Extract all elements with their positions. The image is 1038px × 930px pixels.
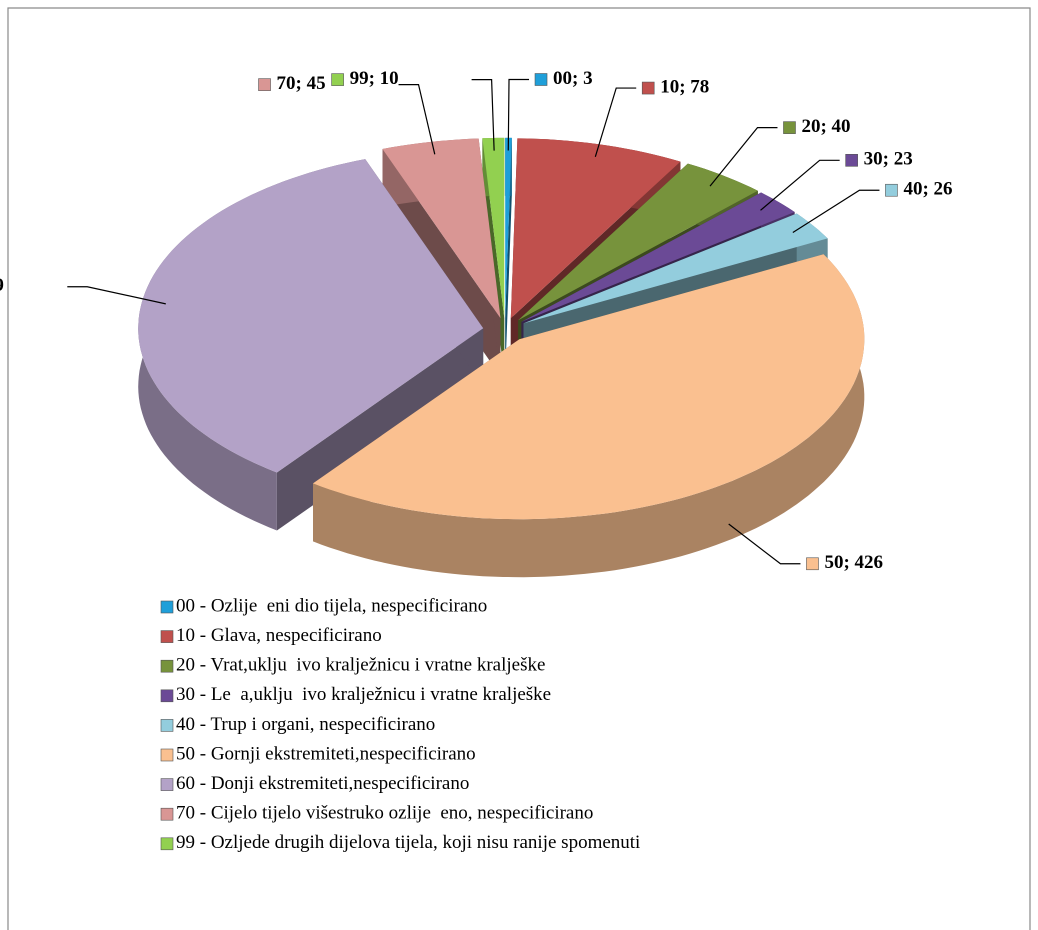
slice-top	[521, 192, 795, 322]
label-swatch	[331, 73, 344, 86]
legend-swatch	[160, 719, 174, 732]
slice-top	[482, 137, 505, 318]
slice-wall	[505, 137, 512, 376]
label-swatch	[783, 121, 796, 134]
data-label: 50; 426	[824, 552, 883, 573]
label-swatch	[641, 81, 655, 95]
legend-label: 40 - Trup i organi, nespecificirano	[176, 714, 435, 735]
data-label: 30; 23	[864, 149, 913, 170]
leader-line	[760, 159, 840, 211]
legend-swatch	[160, 748, 174, 762]
leader-line	[792, 189, 880, 233]
leader-line	[471, 79, 495, 151]
legend-label: 00 - Ozlije eni dio tijela, nespecificir…	[176, 595, 487, 616]
data-label: 20; 40	[801, 116, 850, 137]
leader-line	[67, 286, 166, 305]
legend-swatch	[160, 807, 174, 821]
legend-swatch	[160, 778, 174, 791]
slice-top	[510, 138, 681, 319]
slice	[313, 254, 865, 578]
slice-top	[505, 137, 512, 318]
slice-top	[313, 254, 865, 520]
slice	[505, 137, 512, 376]
legend-label: 99 - Ozljede drugih dijelova tijela, koj…	[176, 832, 640, 853]
data-label: 99; 10	[350, 68, 399, 89]
label-swatch	[845, 154, 858, 167]
legend-label: 50 - Gornji ekstremiteti,nespecificirano	[176, 743, 476, 764]
data-label: 40; 26	[903, 179, 952, 200]
data-label: 00; 3	[553, 68, 593, 89]
legend-label: 60 - Donji ekstremiteti,nespecificirano	[176, 773, 469, 794]
data-label: 10; 78	[660, 76, 709, 97]
legend-swatch	[160, 689, 174, 703]
data-label: 60; 339	[0, 275, 4, 296]
legend-label: 70 - Cijelo tijelo višestruko ozlije eno…	[176, 803, 593, 824]
label-swatch	[534, 73, 548, 86]
label-swatch	[258, 78, 271, 91]
label-swatch	[806, 557, 819, 571]
leader-line	[594, 87, 637, 158]
leader-line	[728, 523, 801, 565]
data-label: 70; 45	[277, 73, 326, 94]
legend-swatch	[160, 600, 174, 614]
slice-top	[523, 213, 828, 324]
chart-frame	[7, 7, 1031, 930]
slice-top	[138, 159, 484, 473]
slice-top	[382, 138, 501, 319]
slice-top	[518, 163, 758, 321]
legend-swatch	[160, 659, 174, 673]
legend-label: 20 - Vrat,uklju ivo kralježnicu i vratne…	[176, 655, 545, 676]
label-swatch	[885, 183, 898, 197]
legend-swatch	[160, 630, 174, 643]
leader-line	[398, 84, 436, 155]
leader-line	[507, 78, 530, 151]
legend-label: 30 - Le a,uklju ivo kralježnicu i vratne…	[176, 684, 551, 705]
legend-label: 10 - Glava, nespecificirano	[176, 625, 382, 646]
slice-side	[313, 254, 865, 578]
legend-swatch	[160, 837, 174, 851]
leader-line	[709, 127, 778, 187]
